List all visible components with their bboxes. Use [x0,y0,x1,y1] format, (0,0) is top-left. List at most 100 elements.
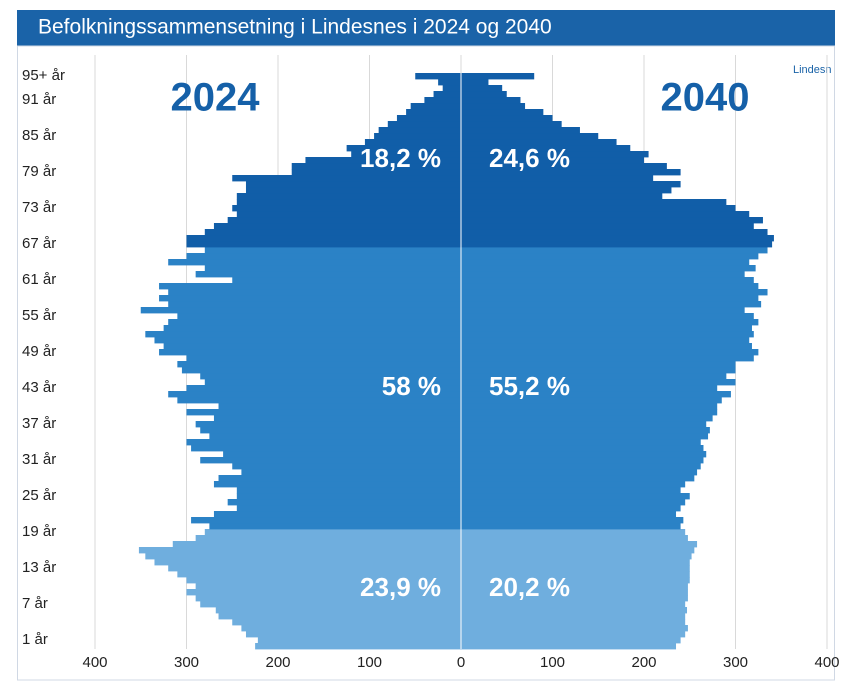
bar [424,97,461,104]
bar [461,199,727,206]
bar [461,559,690,566]
bar [241,625,461,632]
bar [461,211,750,218]
bar [245,187,461,194]
y-tick-label: 25 år [22,487,56,504]
bar [461,253,759,260]
bar [215,607,461,614]
bar [291,169,461,176]
bar [209,433,461,440]
bar [461,79,489,86]
bar [461,523,681,530]
bar [461,277,754,284]
bar [461,607,688,614]
bar [461,493,690,500]
bar [204,379,462,386]
bar [145,331,461,338]
bar [159,283,462,290]
y-tick-label: 67 år [22,235,56,252]
bar [213,481,461,488]
group-share-label: 18,2 % [360,143,441,173]
bar [461,481,686,488]
bar [209,523,461,530]
bar [177,361,461,368]
bar [406,109,461,116]
bar [232,205,461,212]
bar [195,535,461,542]
bar [461,355,754,362]
bar [461,427,710,434]
bar [461,223,754,230]
bar [227,217,461,224]
bar [461,361,736,368]
bar [145,553,461,560]
bar [159,295,462,302]
bar [218,475,461,482]
bar [255,643,461,650]
bar [177,313,461,320]
bar [415,73,461,80]
bar [461,97,521,104]
bar [186,409,461,416]
bar [186,355,461,362]
bar [461,421,707,428]
bar [461,175,654,182]
bar [163,343,461,350]
bar [461,343,752,350]
x-tick-label: 0 [457,654,465,671]
bar [461,403,718,410]
bar [461,637,681,644]
bar [461,475,695,482]
bar [461,553,692,560]
bar [396,115,461,122]
group-share-label: 23,9 % [360,572,441,602]
bar [168,259,461,266]
bar [461,193,663,200]
bar [461,487,681,494]
bar [204,247,462,254]
bar [236,193,461,200]
bar [461,133,599,140]
bar [364,139,461,146]
bar [195,271,461,278]
bar [461,247,768,254]
y-tick-label: 49 år [22,343,56,360]
bar [213,511,461,518]
title-bar [17,10,835,46]
bar [186,439,461,446]
bar [461,289,768,296]
bar [461,439,701,446]
bar [461,139,617,146]
y-tick-label: 55 år [22,307,56,324]
bar [461,391,731,398]
bar [213,223,461,230]
bar [191,517,461,524]
bar [461,643,677,650]
bar [461,625,688,632]
bar [236,199,461,206]
bar [195,421,461,428]
bar [461,259,750,266]
bar [232,463,461,470]
bar [461,301,762,308]
bar [461,187,672,194]
bar [461,379,736,386]
bar [461,331,754,338]
y-tick-label: 79 år [22,163,56,180]
bar [461,463,701,470]
bar [461,631,686,638]
bar [245,181,461,188]
group-share-label: 20,2 % [489,572,570,602]
source-link: Lindesn [793,64,832,76]
bar [186,589,461,596]
bar [461,265,756,272]
bar [186,235,461,242]
bar [461,283,759,290]
group-share-label: 24,6 % [489,143,570,173]
bar [140,307,461,314]
bar [213,415,461,422]
y-tick-label: 95+ år [22,67,65,84]
bar [461,499,686,506]
bar [461,235,774,242]
bar [461,241,773,248]
